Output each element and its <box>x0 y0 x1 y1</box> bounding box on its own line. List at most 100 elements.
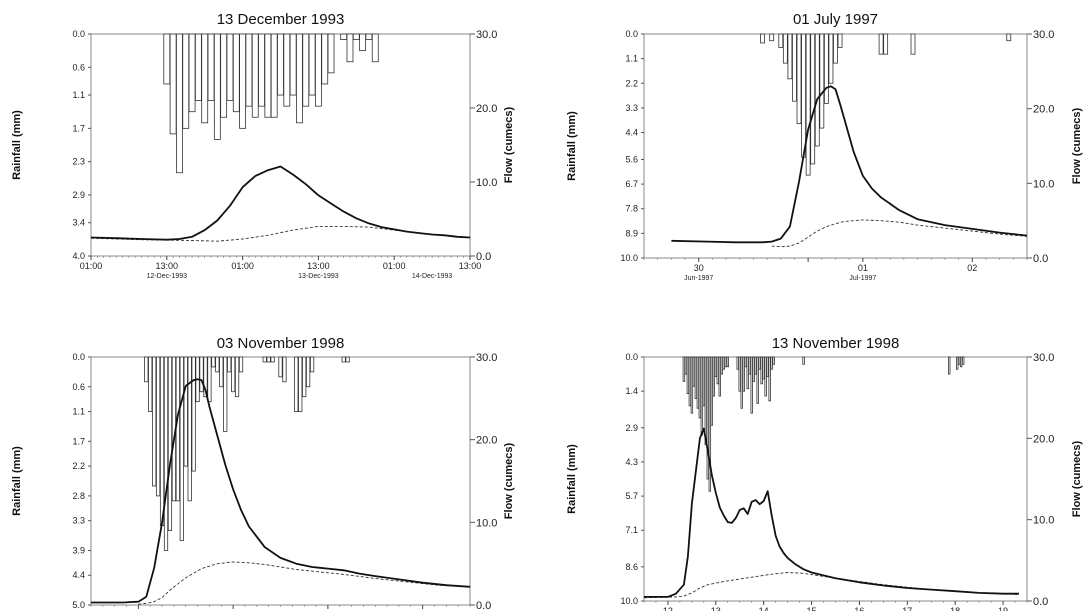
flow-line <box>671 85 1028 244</box>
rainfall-bar <box>203 356 208 398</box>
rain-tick-label: 4.0 <box>72 251 85 261</box>
rainfall-bar <box>819 33 825 129</box>
x-tick-label: 13:00 <box>307 261 330 271</box>
rainfall-bar <box>957 356 961 365</box>
rain-tick-label: 2.2 <box>625 78 638 88</box>
rainfall-bar <box>758 356 761 370</box>
rainfall-bar <box>345 356 350 363</box>
rainfall-bar <box>948 356 951 375</box>
rainfall-bar <box>321 33 329 85</box>
rainfall-bar <box>159 356 165 527</box>
rainfall-bar <box>251 33 259 118</box>
rainfall-bar <box>762 356 765 380</box>
rainfall-bar <box>371 33 379 63</box>
flow-axis-title: Flow (cumecs) <box>503 442 515 519</box>
x-date-label: 13-Dec-1993 <box>298 273 339 280</box>
rainfall-bar <box>782 33 788 64</box>
chart-title: 13 December 1993 <box>217 11 345 28</box>
rainfall-bar <box>199 356 204 393</box>
rainfall-bar <box>232 33 240 113</box>
rain-tick-label: 10.0 <box>620 596 638 606</box>
rainfall-bar <box>309 356 315 373</box>
rain-tick-label: 1.1 <box>72 407 85 417</box>
rainfall-bar <box>182 33 190 129</box>
x-tick-label: 17 <box>902 606 912 611</box>
rainfall-bar <box>352 33 360 40</box>
rainfall-bar <box>682 356 686 382</box>
rainfall-bar <box>231 356 236 393</box>
flow-tick-label: 30.0 <box>476 352 497 364</box>
rainfall-bar <box>163 356 169 551</box>
rainfall-bar <box>692 356 696 387</box>
chart-panel-03-nov-1998: 03 November 1998 0.0 0.6 1.1 1.7 2.2 2.8 3.3 3.9… <box>11 335 515 611</box>
rainfall-bar <box>365 33 373 40</box>
rainfall-bar <box>768 356 771 402</box>
rainfall-bar <box>179 356 184 541</box>
rainfall-bar <box>227 356 232 373</box>
flow-tick-label: 20.0 <box>1033 433 1054 445</box>
rain-tick-label: 10.0 <box>620 253 638 263</box>
rainfall-bar <box>302 356 307 398</box>
rainfall-bar <box>226 33 234 101</box>
rainfall-bar <box>191 356 196 472</box>
rainfall-bar <box>163 33 171 85</box>
rainfall-axis-title: Rainfall (mm) <box>566 111 578 181</box>
rain-tick-label: 1.7 <box>72 436 85 446</box>
rain-tick-label: 3.4 <box>72 218 85 228</box>
baseflow-line <box>771 219 1028 248</box>
rainfall-bar <box>148 356 153 412</box>
rainfall-bar <box>706 356 710 480</box>
flow-tick-label: 10.0 <box>1033 515 1054 527</box>
chart-panel-13-dec-1993: 13 December 1993 0.0 0.6 1.1 1.7 2.3 2.9 3.4 4.0… <box>11 11 515 280</box>
flow-tick-label: 30.0 <box>1033 29 1054 41</box>
rainfall-bar <box>167 356 173 532</box>
rainfall-bar <box>792 33 797 102</box>
x-tick-label: 01 <box>858 263 868 273</box>
rainfall-bar <box>760 356 763 385</box>
rainfall-bar <box>183 356 188 467</box>
flow-tick-label: 0.0 <box>476 251 491 263</box>
x-tick-label: 16 <box>854 606 864 611</box>
rain-tick-label: 4.4 <box>625 128 638 138</box>
rain-tick-label: 7.8 <box>625 204 638 214</box>
rainfall-bar <box>688 356 692 407</box>
flow-tick-label: 0.0 <box>1033 596 1048 608</box>
chart-panel-13-nov-1998: 13 November 1998 0.0 1.4 2.9 4.3 5.7 7.1 8.6 10.… <box>566 335 1083 611</box>
rainfall-bar <box>296 33 303 124</box>
rainfall-bar <box>740 356 743 409</box>
rain-tick-label: 8.9 <box>625 228 638 238</box>
rainfall-bar <box>833 33 838 64</box>
rainfall-bar <box>959 356 963 368</box>
rainfall-bar <box>359 33 367 52</box>
flow-tick-label: 10.0 <box>1033 178 1054 190</box>
x-tick-label: 15 <box>807 606 817 611</box>
rainfall-bar <box>710 356 714 426</box>
rainfall-bar <box>308 33 316 96</box>
rainfall-bar <box>694 356 698 399</box>
rainfall-bar <box>213 33 221 140</box>
rainfall-bar <box>724 356 727 368</box>
rain-tick-label: 1.1 <box>72 90 85 100</box>
rainfall-bar <box>201 33 209 124</box>
rainfall-bar <box>738 356 741 392</box>
rainfall-bar <box>278 356 283 378</box>
x-tick-label: 01:00 <box>80 261 103 271</box>
flow-line <box>91 378 471 604</box>
x-tick-label: 18 <box>950 606 960 611</box>
rainfall-bar <box>828 33 834 84</box>
rainfall-bar <box>234 356 240 398</box>
rainfall-bar <box>188 33 196 113</box>
rainfall-bar <box>270 356 275 363</box>
rainfall-bar <box>245 33 253 107</box>
flow-axis-title: Flow (cumecs) <box>503 106 515 183</box>
chart-panel-01-jul-1997: 01 July 1997 0.0 1.1 2.2 3.3 4.4 5.6 6.7 7.8 8.9 1… <box>566 11 1083 282</box>
rain-tick-label: 1.4 <box>625 386 638 396</box>
rainfall-bar <box>700 356 704 436</box>
rainfall-bar <box>341 356 346 363</box>
rainfall-axis-title: Rainfall (mm) <box>11 110 23 180</box>
rain-tick-label: 1.1 <box>625 54 638 64</box>
rainfall-bar <box>760 33 765 44</box>
flow-tick-label: 10.0 <box>476 517 497 529</box>
rain-tick-label: 6.7 <box>625 179 638 189</box>
x-tick-label: 12 <box>663 606 673 611</box>
